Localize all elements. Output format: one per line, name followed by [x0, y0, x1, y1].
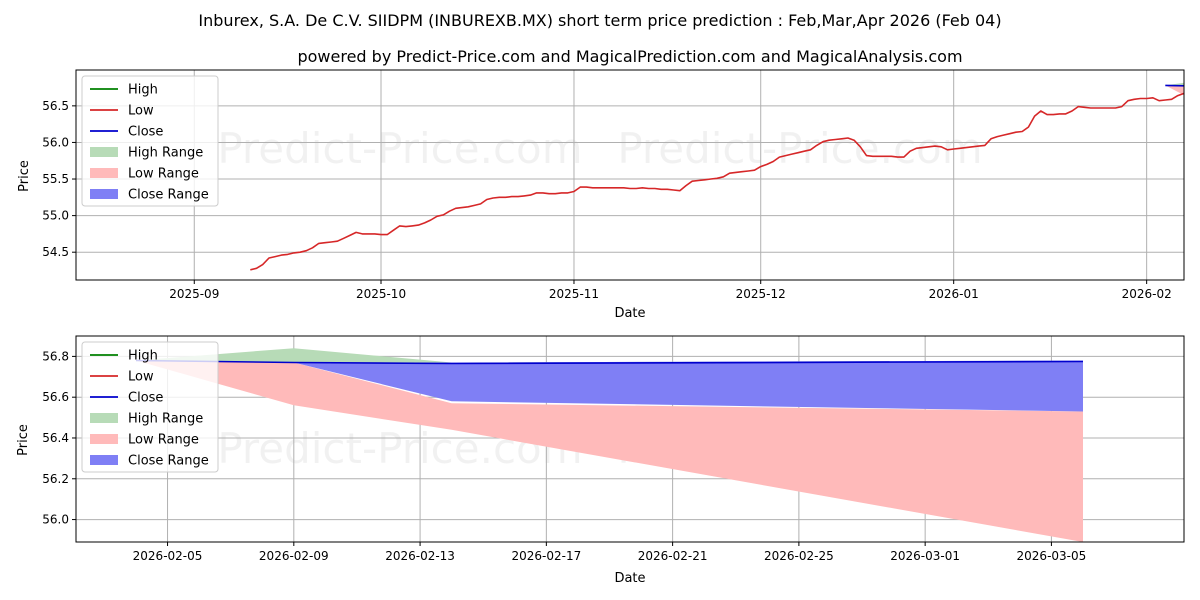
legend-swatch [90, 168, 118, 178]
legend-label: Close Range [128, 454, 209, 469]
y-tick-label: 56.4 [42, 431, 69, 445]
forecast-panel: Predict-Price.com Predict-Price.com Date… [16, 335, 1185, 586]
chart-title: Inburex, S.A. De C.V. SIIDPM (INBUREXB.M… [198, 11, 1001, 30]
legend-swatch [90, 147, 118, 157]
y-tick-label: 56.2 [42, 472, 69, 486]
x-tick-label: 2025-09 [169, 287, 219, 301]
y-axis-label: Price [16, 424, 31, 456]
plot-area [135, 348, 1084, 542]
x-tick-label: 2026-01 [929, 287, 979, 301]
legend-label: Low [128, 104, 154, 119]
low-range-band [1165, 85, 1184, 96]
legend-label: High [128, 83, 158, 98]
x-tick-label: 2025-11 [549, 287, 599, 301]
y-tick-label: 55.5 [42, 172, 69, 186]
x-tick-label: 2026-03-05 [1017, 549, 1087, 563]
x-tick-label: 2026-02-17 [511, 549, 581, 563]
legend-swatch [90, 434, 118, 444]
x-axis-label: Date [614, 571, 645, 586]
legend-swatch [90, 413, 118, 423]
low-range-band [136, 360, 1083, 542]
legend-label: Close [128, 391, 163, 406]
history-panel: Predict-Price.com Predict-Price.com Date… [17, 69, 1185, 321]
x-tick-label: 2026-02-05 [133, 549, 203, 563]
y-tick-label: 56.6 [42, 390, 69, 404]
y-tick-label: 56.0 [42, 513, 69, 527]
legend-label: Low Range [128, 433, 199, 448]
x-tick-label: 2026-02-25 [764, 549, 834, 563]
legend: High Low Close High Range Low Range Close Ran… [81, 341, 219, 473]
legend-swatch [90, 455, 118, 465]
legend-label: High [128, 349, 158, 364]
y-tick-label: 56.0 [42, 135, 69, 149]
legend-label: High Range [128, 412, 203, 427]
close-line [1165, 84, 1184, 87]
y-tick-label: 56.8 [42, 349, 69, 363]
x-tick-label: 2026-02-21 [638, 549, 708, 563]
y-tick-label: 55.0 [42, 209, 69, 223]
x-tick-label: 2026-02-13 [385, 549, 455, 563]
x-tick-label: 2025-10 [356, 287, 406, 301]
y-tick-label: 56.5 [42, 99, 69, 113]
high-range-band [136, 348, 1083, 365]
legend-swatch [90, 189, 118, 199]
x-tick-label: 2025-12 [736, 287, 786, 301]
low-history-line [250, 92, 1184, 271]
y-tick-label: 54.5 [42, 245, 69, 259]
y-axis-label: Price [17, 160, 32, 192]
chart-subtitle: powered by Predict-Price.com and Magical… [297, 47, 962, 66]
close-range-band [136, 360, 1083, 412]
watermark-left: Predict-Price.com [217, 124, 582, 173]
plot-area [250, 82, 1184, 271]
x-tick-label: 2026-03-01 [890, 549, 960, 563]
legend-label: Close Range [128, 188, 209, 203]
legend-label: High Range [128, 146, 203, 161]
legend-label: Low Range [128, 167, 199, 182]
x-tick-label: 2026-02-09 [259, 549, 329, 563]
plot-frame [75, 69, 1185, 281]
legend: High Low Close High Range Low Range Close Ran… [81, 75, 219, 207]
legend-label: Low [128, 370, 154, 385]
x-axis-label: Date [614, 306, 645, 321]
legend-label: Close [128, 125, 163, 140]
watermark-right: Predict-Price.com [617, 124, 982, 173]
plot-frame [75, 335, 1185, 543]
x-tick-label: 2026-02 [1122, 287, 1172, 301]
